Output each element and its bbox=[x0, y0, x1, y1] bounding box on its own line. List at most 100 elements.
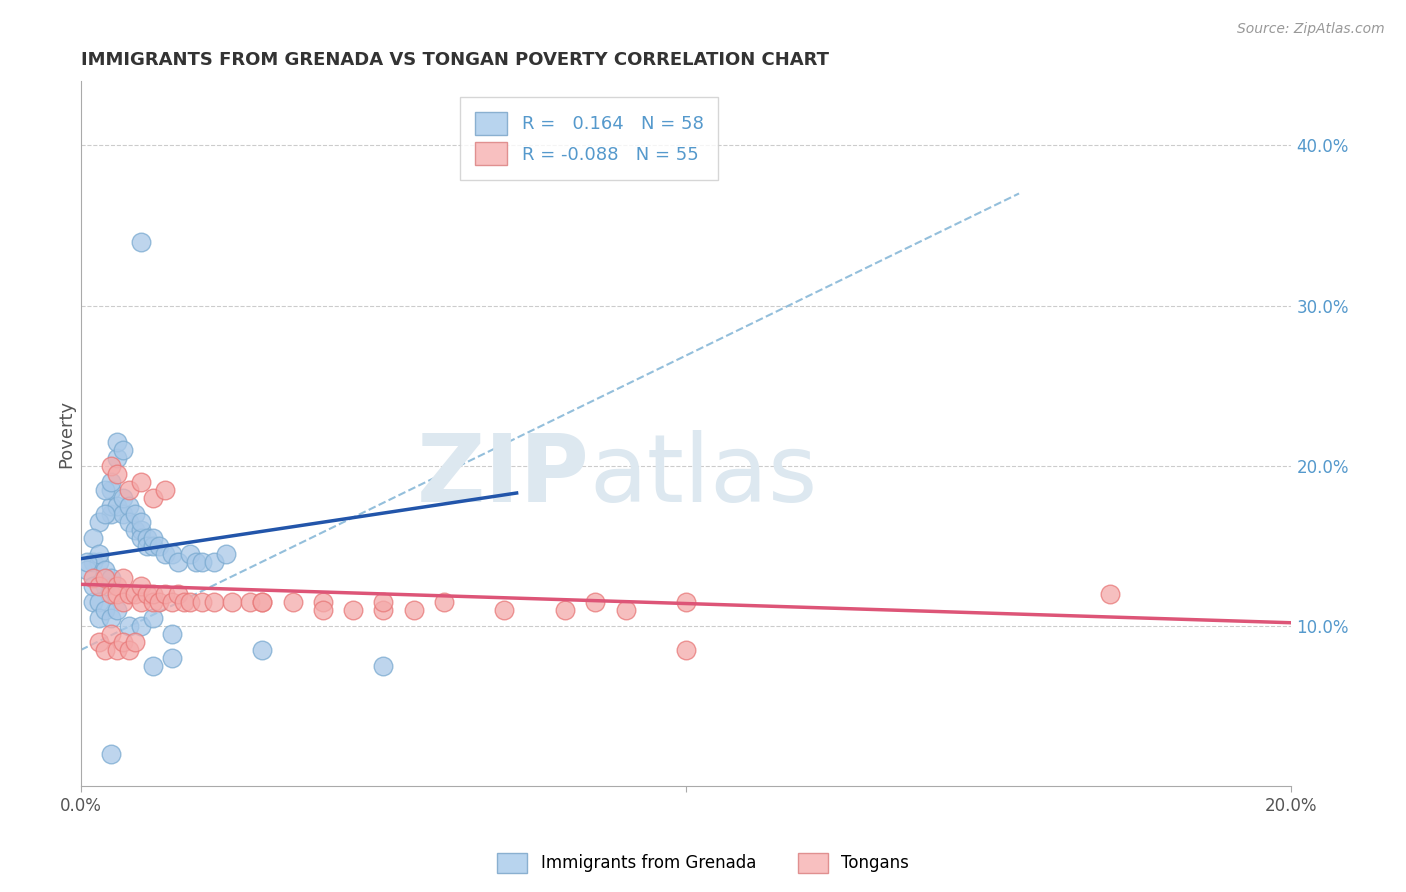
Point bbox=[87, 635, 110, 649]
Point bbox=[252, 595, 274, 609]
Point bbox=[100, 499, 122, 513]
Point bbox=[118, 499, 141, 513]
Point bbox=[142, 531, 165, 545]
Point bbox=[112, 571, 135, 585]
Point bbox=[142, 659, 165, 673]
Point bbox=[142, 595, 165, 609]
Point bbox=[94, 643, 117, 657]
Point bbox=[105, 434, 128, 449]
Point bbox=[675, 643, 697, 657]
Point bbox=[124, 523, 146, 537]
Point bbox=[583, 595, 606, 609]
Point bbox=[129, 579, 152, 593]
Point bbox=[82, 555, 104, 569]
Point bbox=[614, 603, 637, 617]
Point bbox=[87, 611, 110, 625]
Point bbox=[87, 595, 110, 609]
Point bbox=[148, 595, 170, 609]
Point bbox=[94, 483, 117, 497]
Point bbox=[173, 595, 195, 609]
Point bbox=[342, 603, 364, 617]
Point bbox=[1098, 587, 1121, 601]
Point bbox=[160, 547, 183, 561]
Point bbox=[94, 603, 117, 617]
Point bbox=[100, 571, 122, 585]
Point bbox=[142, 491, 165, 505]
Point bbox=[252, 595, 274, 609]
Point bbox=[160, 651, 183, 665]
Point bbox=[312, 595, 335, 609]
Point bbox=[105, 643, 128, 657]
Point bbox=[184, 555, 207, 569]
Point bbox=[373, 595, 395, 609]
Point bbox=[554, 603, 576, 617]
Point bbox=[252, 643, 274, 657]
Point bbox=[129, 235, 152, 249]
Point bbox=[105, 467, 128, 481]
Point bbox=[100, 627, 122, 641]
Point bbox=[221, 595, 243, 609]
Point bbox=[402, 603, 425, 617]
Point bbox=[239, 595, 262, 609]
Point bbox=[160, 627, 183, 641]
Point bbox=[100, 747, 122, 761]
Point bbox=[105, 450, 128, 465]
Point bbox=[129, 619, 152, 633]
Point bbox=[94, 563, 117, 577]
Point bbox=[136, 531, 159, 545]
Point bbox=[675, 595, 697, 609]
Point bbox=[94, 579, 117, 593]
Point bbox=[373, 659, 395, 673]
Point bbox=[76, 555, 98, 569]
Point bbox=[281, 595, 304, 609]
Point bbox=[191, 555, 214, 569]
Point bbox=[82, 595, 104, 609]
Point bbox=[118, 619, 141, 633]
Point bbox=[112, 507, 135, 521]
Point bbox=[112, 442, 135, 457]
Legend: R =   0.164   N = 58, R = -0.088   N = 55: R = 0.164 N = 58, R = -0.088 N = 55 bbox=[460, 97, 718, 180]
Point bbox=[82, 531, 104, 545]
Point bbox=[112, 595, 135, 609]
Point bbox=[87, 515, 110, 529]
Point bbox=[373, 603, 395, 617]
Point bbox=[105, 499, 128, 513]
Point bbox=[124, 587, 146, 601]
Point bbox=[100, 475, 122, 489]
Text: ZIP: ZIP bbox=[416, 430, 589, 522]
Point bbox=[160, 595, 183, 609]
Point bbox=[87, 579, 110, 593]
Point bbox=[76, 563, 98, 577]
Point bbox=[87, 547, 110, 561]
Legend: Immigrants from Grenada, Tongans: Immigrants from Grenada, Tongans bbox=[491, 847, 915, 880]
Point bbox=[166, 555, 188, 569]
Text: atlas: atlas bbox=[589, 430, 817, 522]
Point bbox=[94, 571, 117, 585]
Point bbox=[155, 587, 177, 601]
Point bbox=[105, 587, 128, 601]
Point bbox=[118, 515, 141, 529]
Point bbox=[118, 483, 141, 497]
Point bbox=[87, 555, 110, 569]
Point bbox=[136, 587, 159, 601]
Point bbox=[494, 603, 516, 617]
Point bbox=[202, 595, 225, 609]
Point bbox=[100, 587, 122, 601]
Point bbox=[129, 515, 152, 529]
Point bbox=[118, 587, 141, 601]
Point bbox=[112, 635, 135, 649]
Point bbox=[129, 523, 152, 537]
Point bbox=[100, 507, 122, 521]
Point bbox=[148, 539, 170, 553]
Point bbox=[82, 579, 104, 593]
Point bbox=[433, 595, 456, 609]
Point bbox=[124, 507, 146, 521]
Point bbox=[129, 531, 152, 545]
Point bbox=[312, 603, 335, 617]
Point bbox=[105, 603, 128, 617]
Point bbox=[142, 611, 165, 625]
Point bbox=[142, 539, 165, 553]
Point bbox=[100, 458, 122, 473]
Point bbox=[155, 547, 177, 561]
Point bbox=[179, 595, 201, 609]
